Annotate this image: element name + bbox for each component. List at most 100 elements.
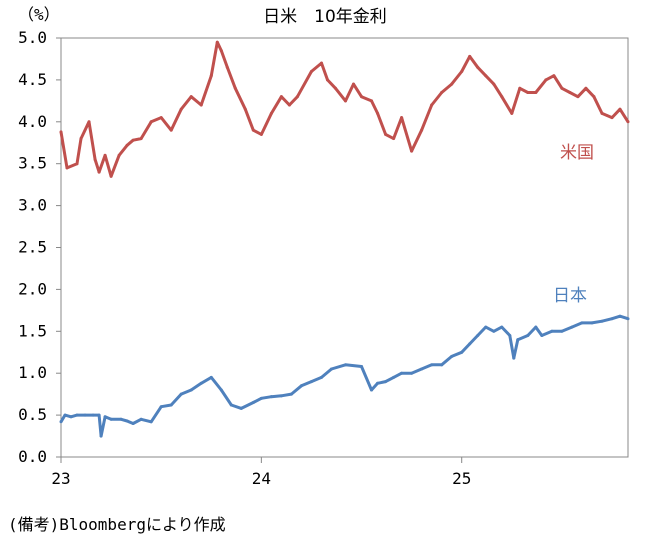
data-point [508, 333, 512, 337]
data-point [149, 420, 153, 424]
data-point [568, 90, 572, 94]
data-point [516, 338, 520, 342]
data-point [518, 86, 522, 90]
y-tick-label: 0.0 [18, 447, 47, 466]
data-point [460, 350, 464, 354]
data-point [420, 128, 424, 132]
unit-label: （%） [18, 5, 60, 24]
data-point [103, 153, 107, 157]
data-point [344, 99, 348, 103]
data-point [229, 403, 233, 407]
y-tick-label: 5.0 [18, 28, 47, 47]
data-point [319, 375, 323, 379]
data-point [376, 381, 380, 385]
data-point [259, 396, 263, 400]
data-point [610, 317, 614, 321]
data-point [289, 392, 293, 396]
data-point [618, 314, 622, 318]
data-point [570, 325, 574, 329]
data-point [360, 364, 364, 368]
data-point [626, 317, 630, 321]
data-point [139, 417, 143, 421]
data-point [329, 367, 333, 371]
y-tick-label: 2.5 [18, 238, 47, 257]
data-point [199, 381, 203, 385]
data-point [510, 111, 514, 115]
data-point [400, 371, 404, 375]
data-point [295, 95, 299, 99]
data-point [468, 342, 472, 346]
data-point [440, 363, 444, 367]
y-axis: 0.0 0.5 1.0 1.5 2.0 2.5 3.0 3.5 4.0 4.5 5.0 [18, 28, 61, 466]
data-point [109, 417, 113, 421]
data-point [460, 70, 464, 74]
data-point [610, 116, 614, 120]
data-point [215, 40, 219, 44]
data-point [125, 419, 129, 423]
data-point [103, 415, 107, 419]
data-point [189, 388, 193, 392]
series-us [59, 40, 630, 178]
data-point [534, 325, 538, 329]
data-point [97, 413, 101, 417]
data-point [209, 74, 213, 78]
series-label-japan: 日本 [553, 286, 587, 306]
data-point [279, 95, 283, 99]
data-point [251, 128, 255, 132]
data-point [269, 111, 273, 115]
data-point [87, 120, 91, 124]
data-point [492, 82, 496, 86]
data-point [149, 120, 153, 124]
data-point [59, 420, 63, 424]
series-japan [59, 314, 630, 438]
data-point [384, 132, 388, 136]
data-point [476, 65, 480, 69]
data-point [512, 356, 516, 360]
data-point [233, 86, 237, 90]
data-point [119, 417, 123, 421]
data-point [83, 413, 87, 417]
data-point [580, 321, 584, 325]
data-point [600, 111, 604, 115]
data-point [450, 354, 454, 358]
data-point [576, 95, 580, 99]
data-point [468, 54, 472, 58]
data-point [239, 406, 243, 410]
data-point [618, 107, 622, 111]
data-point [500, 325, 504, 329]
data-point [269, 395, 273, 399]
data-point [65, 166, 69, 170]
y-tick-label: 1.0 [18, 363, 47, 382]
series-line [59, 40, 630, 178]
data-point [370, 388, 374, 392]
data-point [370, 99, 374, 103]
data-point [125, 143, 129, 147]
x-axis: 23 24 25 [51, 457, 471, 488]
data-point [484, 74, 488, 78]
data-point [526, 333, 530, 337]
data-point [117, 153, 121, 157]
data-point [550, 329, 554, 333]
data-point [492, 329, 496, 333]
data-point [139, 137, 143, 141]
data-point [344, 363, 348, 367]
data-point [410, 149, 414, 153]
data-point [243, 107, 247, 111]
data-point [99, 434, 103, 438]
data-point [199, 103, 203, 107]
data-point [392, 137, 396, 141]
data-point [225, 65, 229, 69]
data-point [209, 375, 213, 379]
data-point [360, 95, 364, 99]
data-point [299, 384, 303, 388]
source-note: (備考)Bloombergにより作成 [8, 515, 226, 534]
data-point [450, 82, 454, 86]
data-point [287, 103, 291, 107]
data-point [584, 86, 588, 90]
data-point [526, 90, 530, 94]
data-point [544, 78, 548, 82]
y-tick-label: 4.5 [18, 70, 47, 89]
data-point [352, 82, 356, 86]
data-point [109, 174, 113, 178]
data-point [552, 74, 556, 78]
